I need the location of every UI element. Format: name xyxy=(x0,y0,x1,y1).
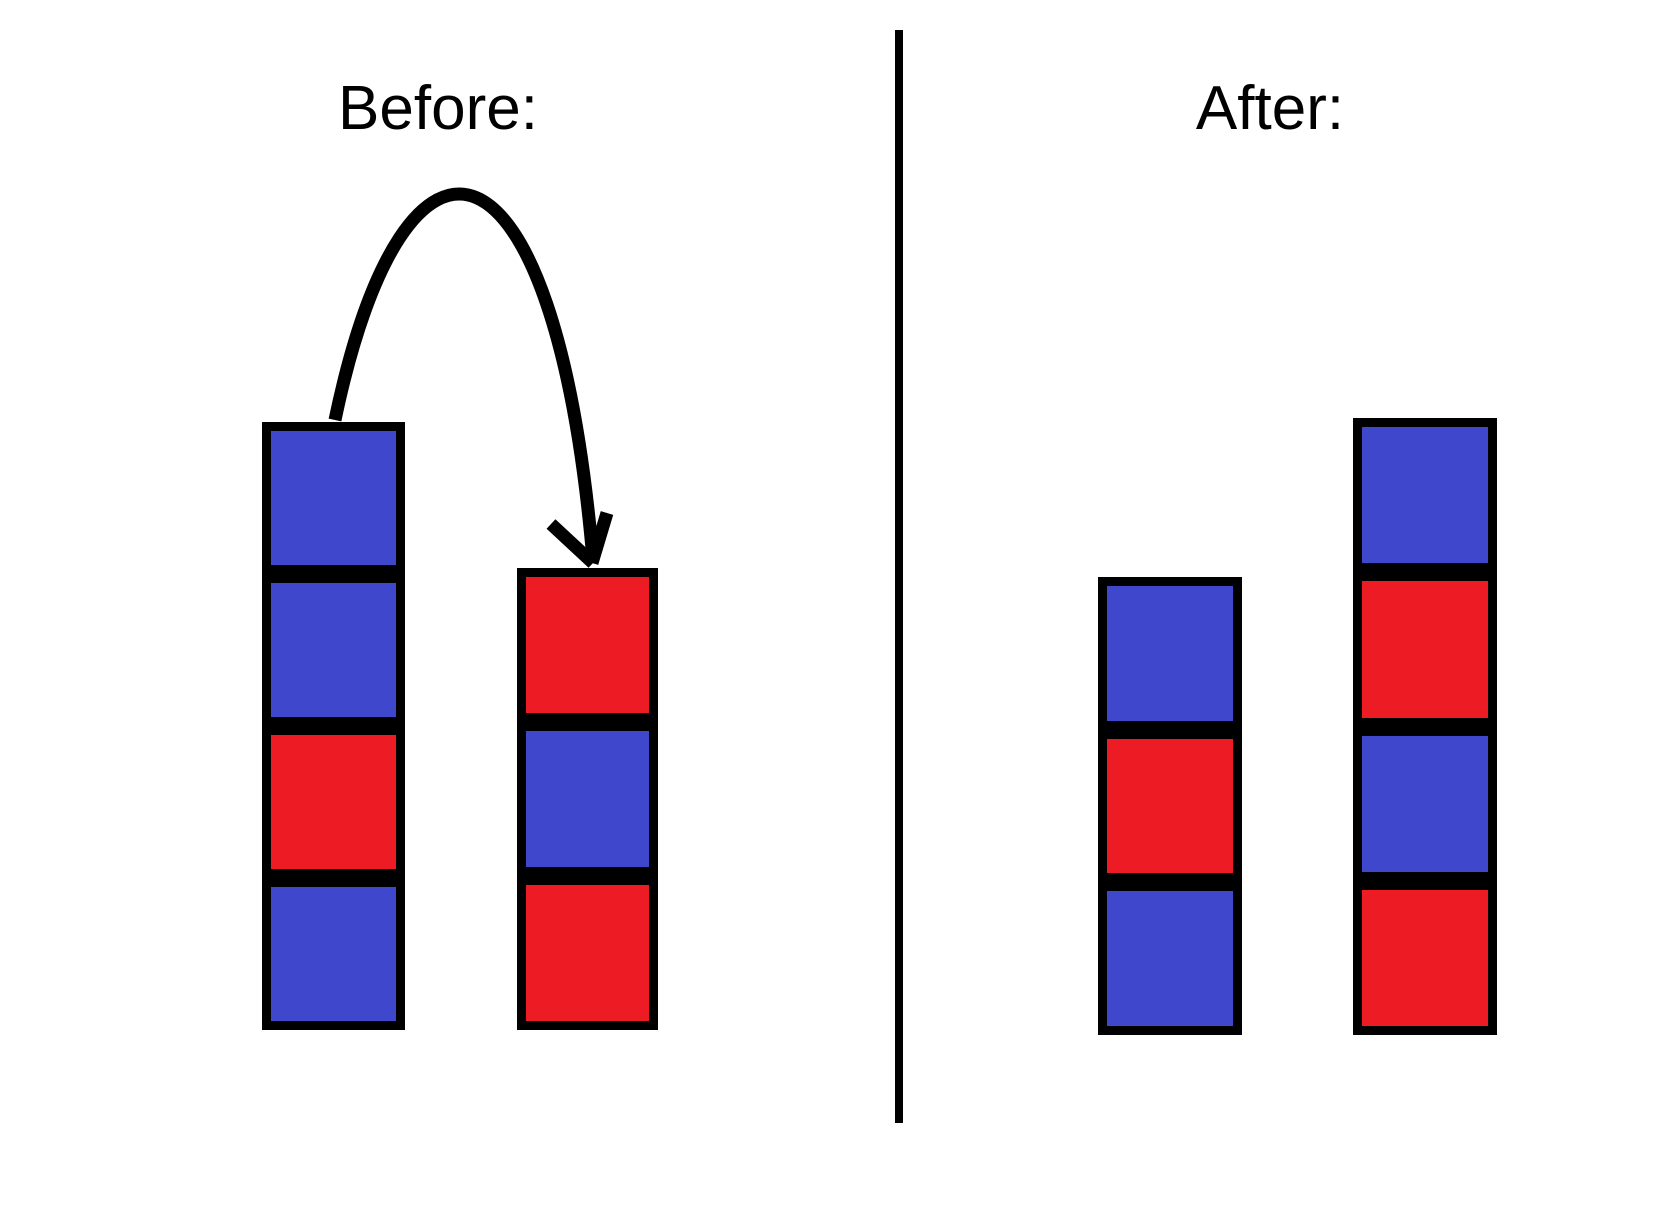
blue-block xyxy=(262,574,405,726)
blue-block xyxy=(262,422,405,574)
before-right-stack xyxy=(517,568,658,1030)
blue-block xyxy=(262,878,405,1030)
blue-block xyxy=(1098,882,1242,1036)
red-block xyxy=(517,876,658,1030)
after-left-stack xyxy=(1098,577,1242,1036)
divider-line xyxy=(895,30,903,1123)
blue-block xyxy=(1353,726,1497,881)
red-block xyxy=(1098,729,1242,883)
blue-block xyxy=(517,722,658,876)
red-block xyxy=(262,726,405,878)
red-block xyxy=(1353,572,1497,727)
blue-block xyxy=(1353,418,1497,573)
red-block xyxy=(1353,880,1497,1035)
red-block xyxy=(517,568,658,722)
before-left-stack xyxy=(262,422,405,1030)
blue-block xyxy=(1098,577,1242,730)
after-right-stack xyxy=(1353,418,1497,1035)
after-title: After: xyxy=(1195,74,1345,143)
before-title: Before: xyxy=(338,74,538,143)
